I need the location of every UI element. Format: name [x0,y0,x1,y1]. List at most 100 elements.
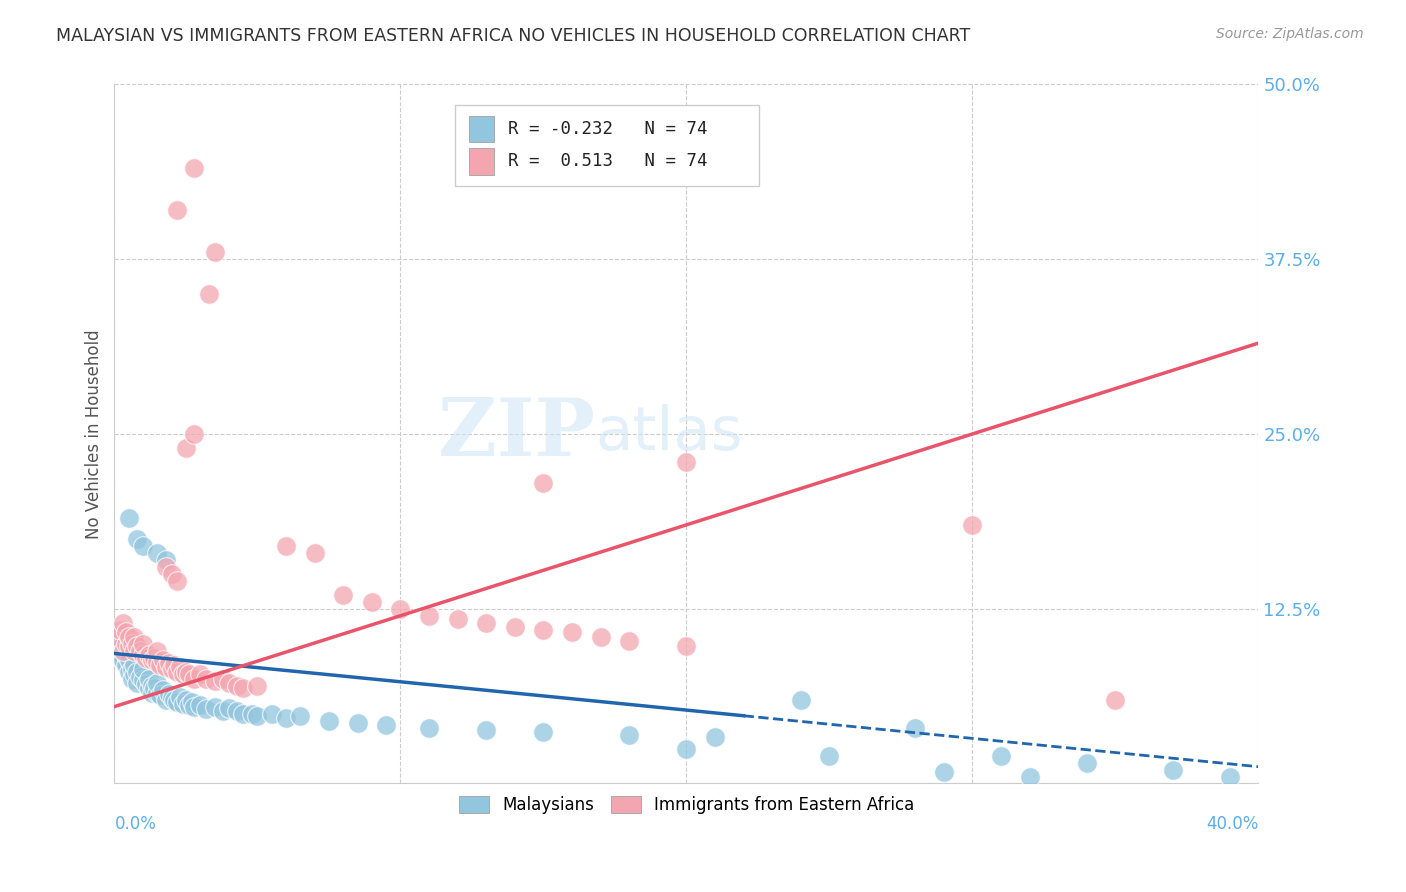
Point [183,699,205,714]
Point [446,611,468,625]
Point [141,679,163,693]
Point [169,660,191,674]
Point [183,161,205,176]
Point [290,709,312,723]
Point [475,615,498,630]
Point [1076,756,1098,770]
Point [274,711,297,725]
Point [118,653,141,667]
Point [146,685,169,699]
Point [155,559,177,574]
Point [533,475,555,490]
Point [135,650,157,665]
Point [143,650,166,665]
FancyBboxPatch shape [470,116,495,143]
Text: 40.0%: 40.0% [1206,815,1258,833]
Point [226,679,249,693]
Point [212,704,235,718]
Point [129,670,152,684]
Point [318,714,340,728]
Point [675,455,697,469]
Point [232,681,254,696]
Point [135,677,157,691]
Point [174,692,197,706]
Point [675,741,697,756]
Point [180,695,202,709]
Point [1219,770,1241,784]
Point [146,643,169,657]
Point [240,706,263,721]
Point [127,532,149,546]
Point [160,691,183,706]
Point [1104,692,1126,706]
Point [619,727,641,741]
Point [503,620,526,634]
Point [127,665,149,679]
Point [163,692,186,706]
Point [115,657,138,672]
Point [111,637,134,651]
Point [108,650,131,665]
Point [160,566,183,581]
Point [166,574,188,588]
Point [1161,763,1184,777]
Point [129,643,152,657]
Point [132,662,155,676]
Point [141,653,163,667]
Point [157,657,180,671]
Point [169,690,191,704]
Point [143,681,166,696]
Point [138,681,160,696]
Point [204,699,226,714]
Point [132,648,155,662]
Point [105,630,128,644]
Point [160,662,183,676]
Point [932,765,955,780]
Point [124,630,146,644]
Point [155,660,177,674]
Point [475,723,498,738]
Point [990,748,1012,763]
Point [218,701,240,715]
Text: 0.0%: 0.0% [114,815,156,833]
Point [118,630,141,644]
Point [274,539,297,553]
Point [111,653,134,667]
Point [962,517,984,532]
Text: R =  0.513   N = 74: R = 0.513 N = 74 [508,153,707,170]
Point [138,672,160,686]
Point [174,441,197,455]
Point [163,657,186,672]
Point [105,643,128,657]
Point [418,721,440,735]
Point [183,427,205,442]
Point [121,672,143,686]
Point [155,692,177,706]
Point [115,637,138,651]
Point [375,718,398,732]
Y-axis label: No Vehicles in Household: No Vehicles in Household [86,329,103,539]
Point [346,716,368,731]
Point [149,689,172,703]
Point [132,539,155,553]
Text: MALAYSIAN VS IMMIGRANTS FROM EASTERN AFRICA NO VEHICLES IN HOUSEHOLD CORRELATION: MALAYSIAN VS IMMIGRANTS FROM EASTERN AFR… [56,27,970,45]
Point [389,601,412,615]
Point [194,672,217,686]
Point [332,588,354,602]
Point [111,643,134,657]
Point [232,706,254,721]
Point [183,672,205,686]
Point [111,615,134,630]
Point [152,653,174,667]
Point [212,672,235,686]
Text: atlas: atlas [595,404,742,464]
Point [533,724,555,739]
Point [124,657,146,672]
Point [260,706,283,721]
Point [226,704,249,718]
Point [146,655,169,669]
FancyBboxPatch shape [470,148,495,175]
Point [108,623,131,637]
Point [155,553,177,567]
Point [204,245,226,260]
